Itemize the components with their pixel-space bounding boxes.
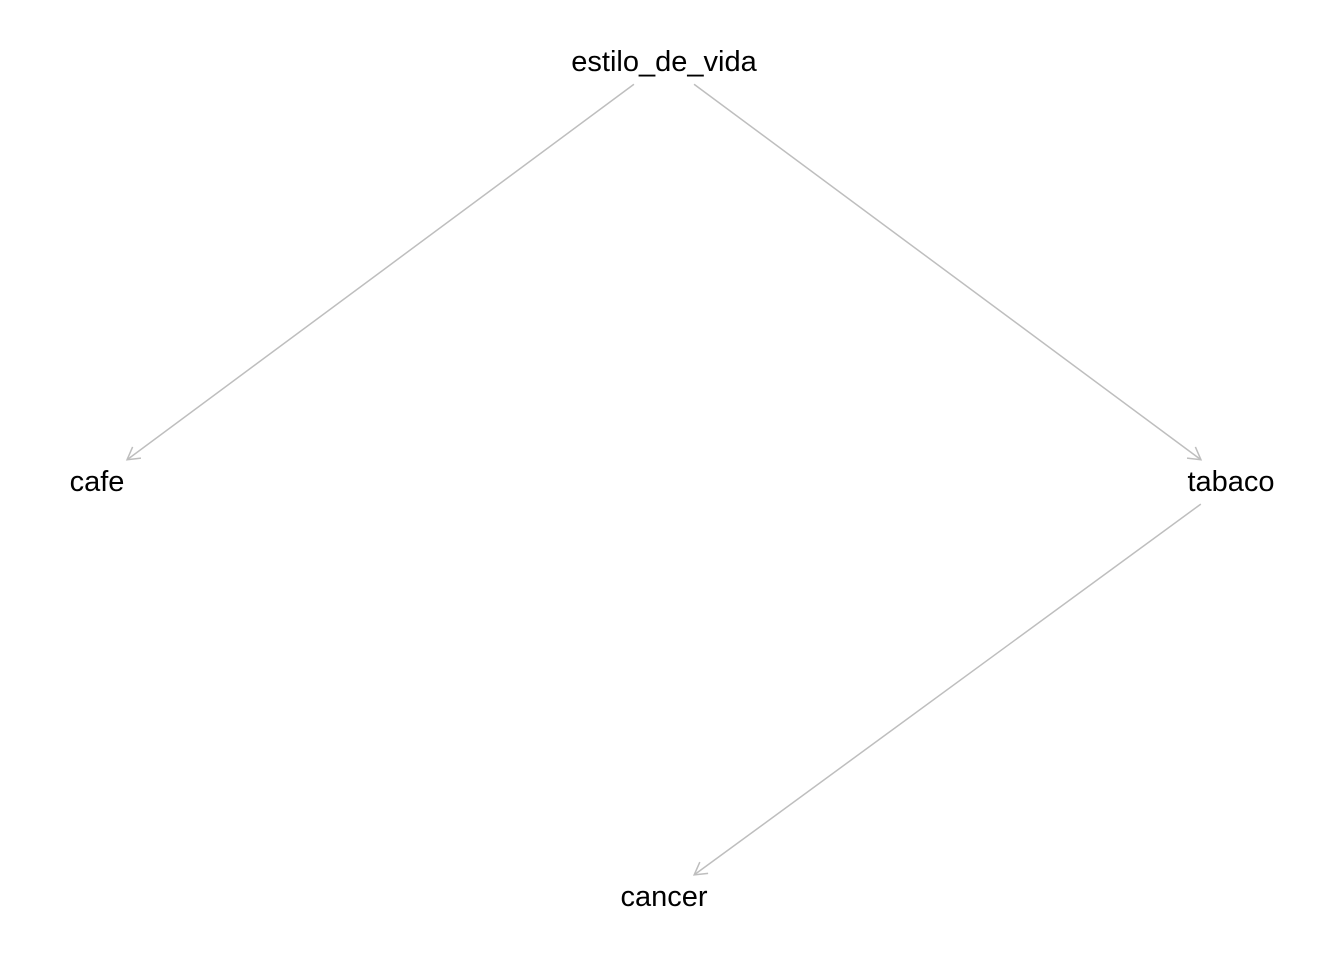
edge-line <box>693 503 1202 876</box>
node-estilo-de-vida: estilo_de_vida <box>571 46 757 78</box>
edges-layer <box>125 83 1203 876</box>
arrowhead-icon <box>1186 446 1203 461</box>
node-cafe: cafe <box>70 466 125 498</box>
edge-estilo_de_vida-to-cafe <box>125 83 635 461</box>
arrowhead-icon <box>125 446 142 461</box>
edge-line <box>693 83 1202 461</box>
edge-tabaco-to-cancer <box>692 503 1202 876</box>
edge-estilo_de_vida-to-tabaco <box>693 83 1203 461</box>
arrowhead-icon <box>692 861 709 876</box>
edge-line <box>126 83 635 461</box>
node-cancer: cancer <box>620 881 707 913</box>
node-tabaco: tabaco <box>1187 466 1274 498</box>
